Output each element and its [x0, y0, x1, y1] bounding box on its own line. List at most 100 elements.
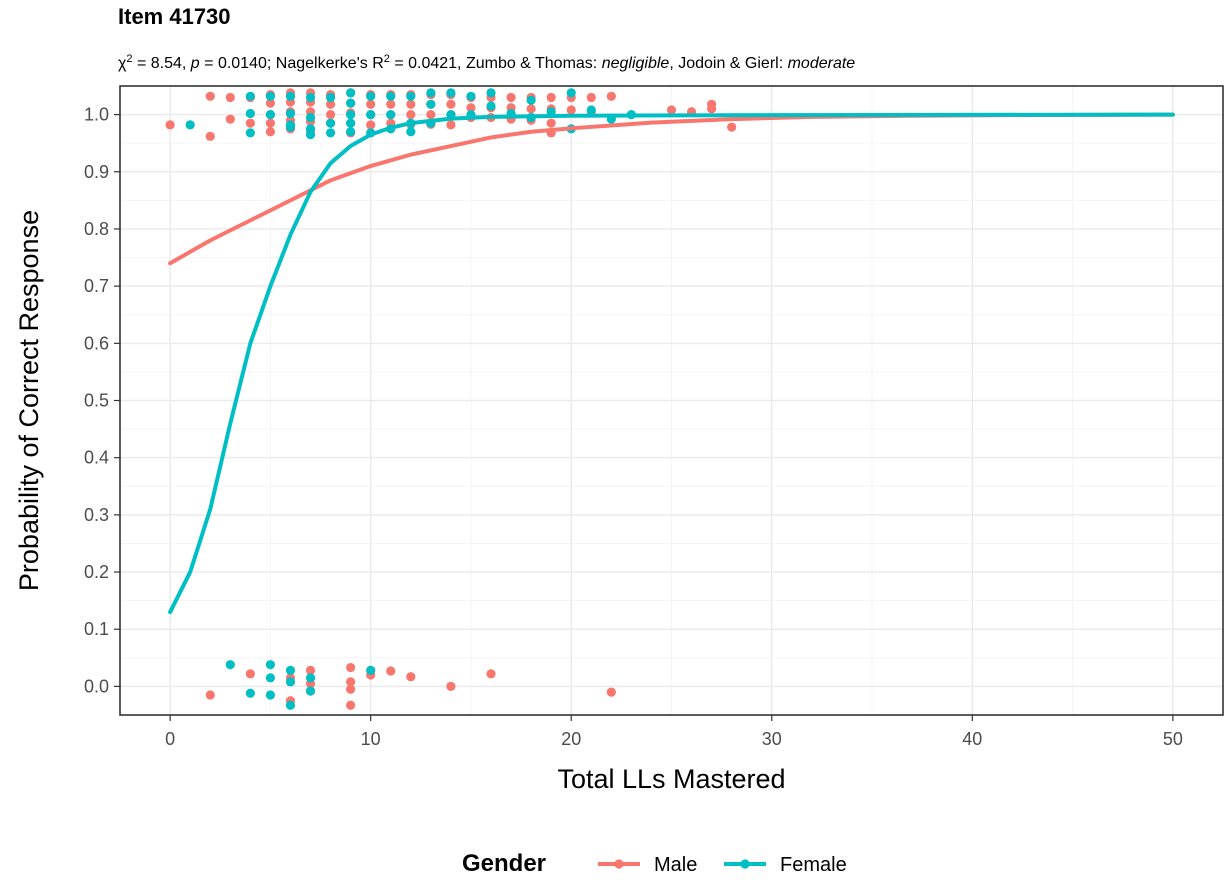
female-fitted-curve	[168, 112, 1175, 615]
female-data-point	[285, 665, 296, 675]
female-data-point	[426, 88, 436, 98]
female-data-point	[366, 91, 376, 101]
male-data-point	[486, 669, 496, 679]
female-data-point	[305, 686, 316, 696]
y-tick-label: 0.2	[84, 562, 109, 582]
y-tick-label: 0.7	[84, 276, 109, 296]
male-data-point	[606, 91, 616, 101]
female-data-point	[346, 88, 356, 98]
plot-marks	[165, 88, 1175, 710]
male-data-point	[366, 120, 376, 130]
female-data-point	[285, 91, 296, 101]
y-tick-label: 0.9	[84, 162, 109, 182]
plot-axes: 0 10 20 30 40 50 0.0 0.1 0.2 0.3 0.4 0.5 0.6 0.7 0.8 0.…	[84, 105, 1183, 749]
y-tick-label: 0.8	[84, 219, 109, 239]
male-data-point	[366, 99, 376, 109]
male-data-point	[205, 131, 215, 141]
male-data-point	[265, 118, 276, 128]
male-data-point	[346, 700, 356, 710]
female-data-point	[245, 91, 255, 101]
male-data-point	[225, 114, 235, 124]
x-tick-label: 0	[165, 729, 175, 749]
male-data-point	[265, 98, 276, 108]
male-data-point	[386, 666, 396, 676]
male-data-point	[606, 687, 616, 697]
male-data-point	[466, 103, 476, 113]
female-data-point	[265, 109, 276, 120]
female-data-point	[185, 120, 195, 130]
male-data-point	[165, 120, 175, 130]
male-data-point	[406, 672, 416, 682]
legend-label-male: Male	[654, 854, 697, 876]
female-data-point	[285, 122, 296, 132]
legend-title: Gender	[462, 850, 546, 877]
female-data-point	[486, 88, 496, 98]
female-data-point	[325, 118, 336, 128]
female-data-point	[346, 98, 356, 108]
x-tick-label: 50	[1163, 729, 1183, 749]
female-data-point	[265, 673, 276, 683]
female-data-point	[386, 109, 396, 120]
male-data-point	[707, 104, 717, 114]
female-data-point	[406, 127, 416, 137]
male-data-point	[526, 104, 536, 114]
male-data-point	[346, 662, 356, 673]
y-tick-label: 0.0	[84, 676, 109, 696]
male-data-point	[225, 92, 235, 103]
female-data-point	[265, 660, 276, 670]
chart-title: Item 41730	[118, 4, 231, 29]
male-data-point	[305, 665, 316, 675]
female-data-point	[325, 128, 336, 138]
female-data-point	[366, 665, 376, 675]
legend-key-male-point	[614, 859, 624, 869]
male-data-point	[446, 120, 456, 130]
female-data-point	[285, 108, 296, 119]
chart-subtitle: χ2 = 8.54, p = 0.0140; Nagelkerke's R2 =…	[118, 53, 855, 72]
female-data-point	[586, 105, 596, 115]
female-data-point	[486, 101, 496, 111]
female-data-point	[305, 130, 316, 140]
female-data-point	[526, 95, 536, 105]
male-data-point	[546, 118, 556, 128]
male-data-point	[346, 684, 356, 694]
male-data-point	[346, 677, 356, 687]
female-data-point	[285, 700, 296, 710]
female-data-point	[325, 92, 336, 103]
female-data-point	[466, 91, 476, 101]
female-data-point	[265, 690, 276, 700]
female-data-point	[446, 88, 456, 98]
female-data-point	[346, 109, 356, 120]
female-data-point	[566, 88, 576, 98]
x-tick-label: 10	[361, 729, 381, 749]
male-data-point	[506, 92, 516, 103]
legend-label-female: Female	[780, 854, 847, 876]
male-data-point	[245, 118, 255, 128]
male-data-point	[566, 105, 576, 115]
x-tick-label: 20	[561, 729, 581, 749]
y-tick-label: 0.5	[84, 391, 109, 411]
male-data-point	[325, 109, 336, 120]
male-data-point	[245, 669, 255, 679]
female-data-point	[386, 91, 396, 101]
male-data-point	[446, 99, 456, 109]
female-data-point	[245, 688, 255, 698]
male-data-point	[666, 105, 677, 115]
legend-key-female-point	[740, 859, 750, 869]
female-data-point	[426, 99, 436, 109]
x-tick-label: 30	[762, 729, 782, 749]
female-data-point	[285, 677, 296, 687]
female-data-point	[245, 128, 255, 138]
male-data-point	[406, 99, 416, 109]
plot-grid	[120, 86, 1223, 715]
y-tick-label: 0.4	[84, 448, 109, 468]
female-data-point	[305, 673, 316, 683]
female-data-point	[265, 91, 276, 101]
male-data-point	[406, 109, 416, 120]
legend: Gender Male Female	[462, 850, 847, 877]
y-tick-label: 0.3	[84, 505, 109, 525]
female-data-point	[346, 118, 356, 128]
female-data-point	[305, 112, 316, 123]
male-data-point	[325, 99, 336, 109]
female-data-point	[406, 91, 416, 101]
